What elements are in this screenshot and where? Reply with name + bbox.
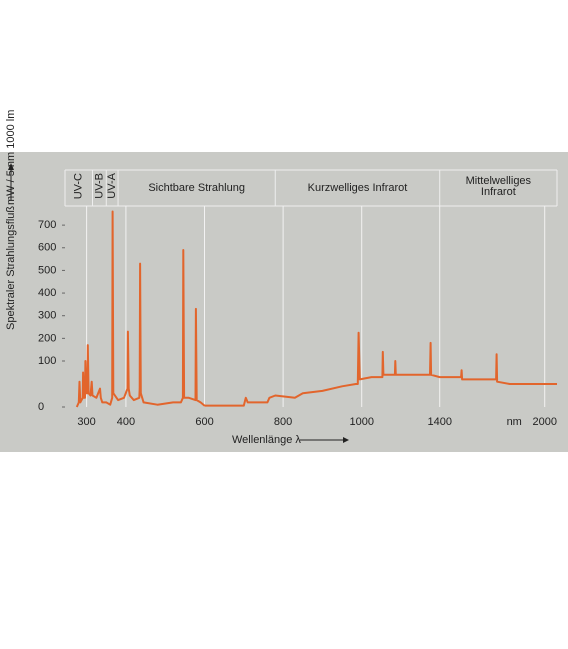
panel [0, 152, 568, 452]
x-tick-label: 1400 [427, 416, 451, 428]
y-tick-label: 200 [38, 332, 56, 344]
y-tick-label: 400 [38, 287, 56, 299]
y-label-group: Spektraler Strahlungsfluß mW / 5 nm 1000… [5, 110, 17, 330]
x-label: Wellenlänge λ [232, 434, 301, 446]
x-tick-label: 2000 [532, 416, 556, 428]
band-label: Mittelwelliges Infrarot [466, 175, 532, 198]
band-label: UV-C [73, 173, 85, 199]
y-tick-label: 300 [38, 310, 56, 322]
y-tick-label: 0 [38, 401, 44, 413]
y-tick-label: 600 [38, 242, 56, 254]
x-tick-label: 400 [117, 416, 135, 428]
x-unit: nm [507, 416, 522, 428]
band-label: UV-A [106, 172, 118, 198]
y-unit: mW / 5 nm 1000 lm [5, 110, 17, 205]
y-tick-label: 100 [38, 355, 56, 367]
band-label-line: Infrarot [481, 186, 516, 198]
x-tick-label: 600 [195, 416, 213, 428]
band-label: Kurzwelliges Infrarot [308, 182, 408, 194]
y-arrow-head [8, 163, 14, 170]
x-tick-label: 1000 [349, 416, 373, 428]
x-tick-label: 800 [274, 416, 292, 428]
x-tick-label: 300 [77, 416, 95, 428]
spectrum-line [75, 210, 557, 408]
y-tick-label: 700 [38, 219, 56, 231]
band-label: UV-B [93, 173, 105, 199]
band-label: Sichtbare Strahlung [148, 182, 245, 194]
y-label: Spektraler Strahlungsfluß [5, 206, 17, 330]
band-label-line: Mittelwelliges [466, 175, 532, 187]
x-arrow-head [343, 437, 349, 443]
y-tick-label: 500 [38, 264, 56, 276]
